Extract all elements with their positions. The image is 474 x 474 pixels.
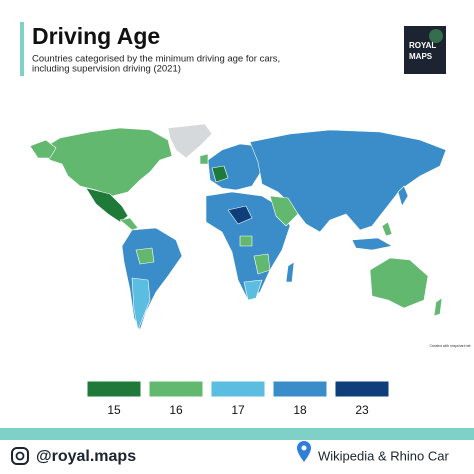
- region: [249, 129, 447, 233]
- region: [433, 297, 443, 317]
- legend-swatch: [334, 380, 390, 398]
- legend-label: 18: [293, 403, 307, 417]
- region: [199, 153, 209, 165]
- region: [239, 235, 253, 247]
- pin-icon: [297, 441, 311, 462]
- region: [397, 185, 409, 207]
- instagram-icon: [11, 447, 29, 465]
- region: [227, 205, 253, 225]
- region: [351, 237, 393, 251]
- region: [285, 261, 295, 283]
- title: Driving Age: [32, 23, 160, 49]
- subtitle: Countries categorised by the minimum dri…: [32, 54, 280, 65]
- pin-icon: [301, 445, 307, 451]
- legend-swatch: [86, 380, 142, 398]
- region: [131, 277, 151, 331]
- subtitle: including supervision driving (2021): [32, 64, 181, 75]
- region: [253, 253, 271, 275]
- region: [29, 139, 57, 159]
- legend-swatch: [272, 380, 328, 398]
- logo-text: ROYAL: [409, 41, 436, 50]
- accent-bar: [20, 22, 24, 76]
- legend-label: 17: [231, 403, 245, 417]
- no-data-region: [167, 123, 213, 159]
- source: Wikipedia & Rhino Car: [318, 448, 449, 463]
- legend-swatch: [148, 380, 204, 398]
- region: [243, 279, 263, 301]
- region: [135, 247, 155, 265]
- region: [119, 217, 139, 231]
- map-credit: Created with mapchart.net: [429, 344, 470, 348]
- footer-band: [0, 428, 474, 440]
- handle: @royal.maps: [36, 448, 136, 465]
- legend-label: 15: [107, 403, 121, 417]
- region: [269, 195, 299, 227]
- legend-label: 16: [169, 403, 183, 417]
- world-map: [29, 123, 447, 331]
- logo-globe: [429, 29, 443, 43]
- region: [211, 165, 229, 183]
- region: [369, 257, 429, 309]
- logo-text: MAPS: [409, 52, 433, 61]
- legend-label: 23: [355, 403, 369, 417]
- region: [121, 227, 183, 331]
- legend-swatch: [210, 380, 266, 398]
- region: [39, 127, 173, 197]
- instagram-icon: [15, 451, 25, 461]
- legend: 15 16 17 18 23: [86, 380, 390, 417]
- region: [381, 221, 393, 237]
